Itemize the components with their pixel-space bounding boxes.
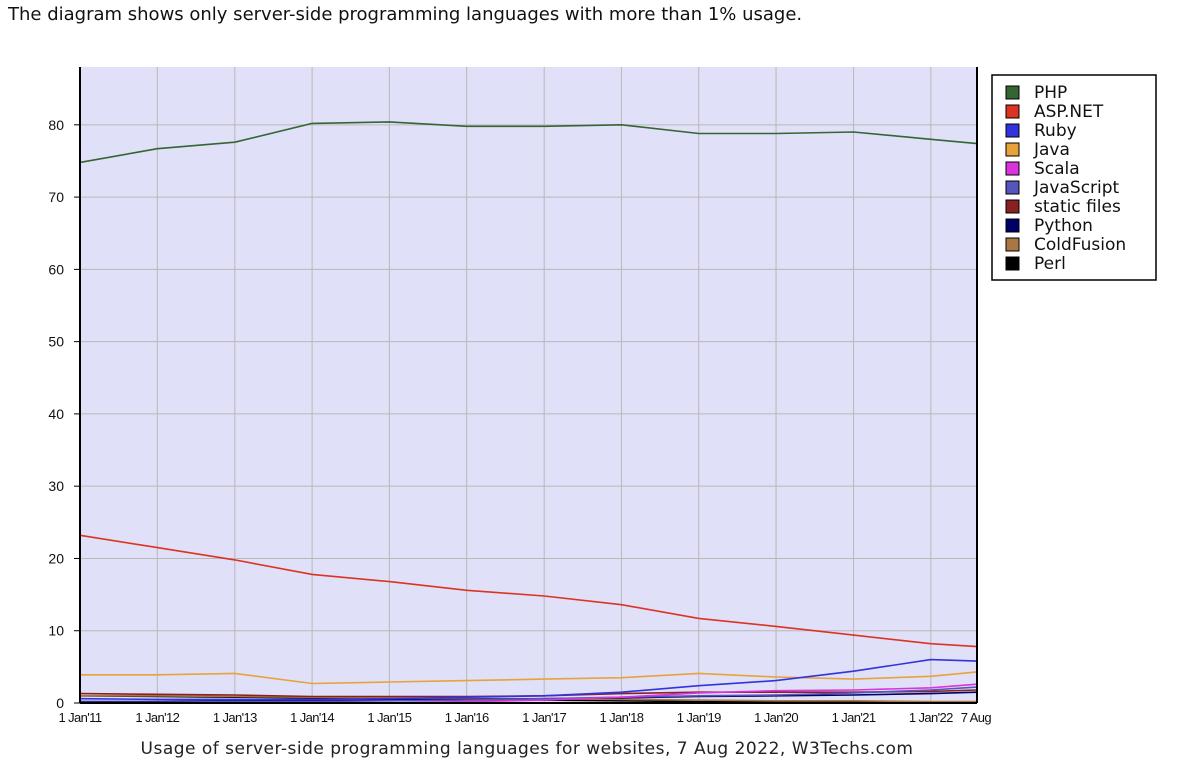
x-tick-label: 1 Jan'20 bbox=[754, 710, 798, 725]
y-axis-ticks: 0 10 20 30 40 50 60 70 80 bbox=[48, 117, 80, 711]
plot-background bbox=[80, 67, 977, 703]
y-tick-label: 60 bbox=[48, 261, 64, 277]
series-lines bbox=[79, 121, 978, 704]
series-line-php bbox=[79, 121, 978, 164]
chart-caption: Usage of server-side programming languag… bbox=[141, 739, 914, 759]
x-tick-label: 1 Jan'22 bbox=[909, 710, 953, 725]
legend-swatch-coldfusion bbox=[1005, 237, 1020, 252]
legend-swatch-ruby bbox=[1005, 123, 1020, 138]
x-tick-label: 1 Jan'18 bbox=[599, 710, 643, 725]
x-tick-label: 7 Aug bbox=[961, 710, 992, 725]
legend-label-python: Python bbox=[1034, 216, 1093, 236]
y-tick-label: 80 bbox=[48, 117, 64, 133]
chart-note: The diagram shows only server-side progr… bbox=[8, 4, 803, 25]
y-tick-label: 0 bbox=[56, 695, 64, 711]
legend-label-php: PHP bbox=[1034, 83, 1067, 103]
legend-label-javascript: JavaScript bbox=[1033, 178, 1120, 198]
legend-label-coldfusion: ColdFusion bbox=[1034, 235, 1126, 255]
legend-swatch-java bbox=[1005, 142, 1020, 157]
series-line-asp-net bbox=[79, 534, 978, 648]
x-tick-label: 1 Jan'14 bbox=[290, 710, 334, 725]
legend-label-asp-net: ASP.NET bbox=[1034, 102, 1104, 122]
legend-swatch-python bbox=[1005, 218, 1020, 233]
x-tick-label: 1 Jan'11 bbox=[59, 710, 102, 725]
x-tick-label: 1 Jan'15 bbox=[367, 710, 411, 725]
legend-label-scala: Scala bbox=[1034, 159, 1080, 179]
x-tick-label: 1 Jan'19 bbox=[677, 710, 721, 725]
y-tick-label: 30 bbox=[48, 478, 64, 494]
series-line-java bbox=[80, 671, 978, 685]
legend-swatch-javascript bbox=[1005, 180, 1020, 195]
legend-label-static-files: static files bbox=[1034, 197, 1121, 217]
y-tick-label: 70 bbox=[48, 189, 64, 205]
x-tick-label: 1 Jan'13 bbox=[213, 710, 257, 725]
legend-swatch-asp-net bbox=[1005, 104, 1020, 119]
series-line-javascript bbox=[80, 686, 978, 704]
x-tick-label: 1 Jan'21 bbox=[832, 710, 876, 725]
legend-swatch-scala bbox=[1005, 161, 1020, 176]
legend-label-perl: Perl bbox=[1034, 254, 1066, 274]
y-tick-label: 50 bbox=[48, 334, 64, 350]
y-tick-label: 10 bbox=[48, 623, 64, 639]
y-tick-label: 20 bbox=[48, 550, 64, 566]
x-axis-ticks: 1 Jan'11 1 Jan'12 1 Jan'13 1 Jan'14 1 Jan'15… bbox=[59, 710, 992, 725]
legend-swatch-static-files bbox=[1005, 199, 1020, 214]
x-tick-label: 1 Jan'12 bbox=[135, 710, 179, 725]
legend-swatch-perl bbox=[1005, 256, 1020, 271]
legend: PHPASP.NETRubyJavaScalaJavaScriptstatic … bbox=[991, 74, 1157, 281]
legend-label-java: Java bbox=[1033, 140, 1070, 160]
legend-swatch-php bbox=[1005, 85, 1020, 100]
y-tick-label: 40 bbox=[48, 406, 64, 422]
legend-label-ruby: Ruby bbox=[1034, 121, 1077, 141]
x-tick-label: 1 Jan'17 bbox=[522, 710, 566, 725]
series-line-ruby bbox=[79, 658, 978, 701]
x-tick-label: 1 Jan'16 bbox=[445, 710, 489, 725]
